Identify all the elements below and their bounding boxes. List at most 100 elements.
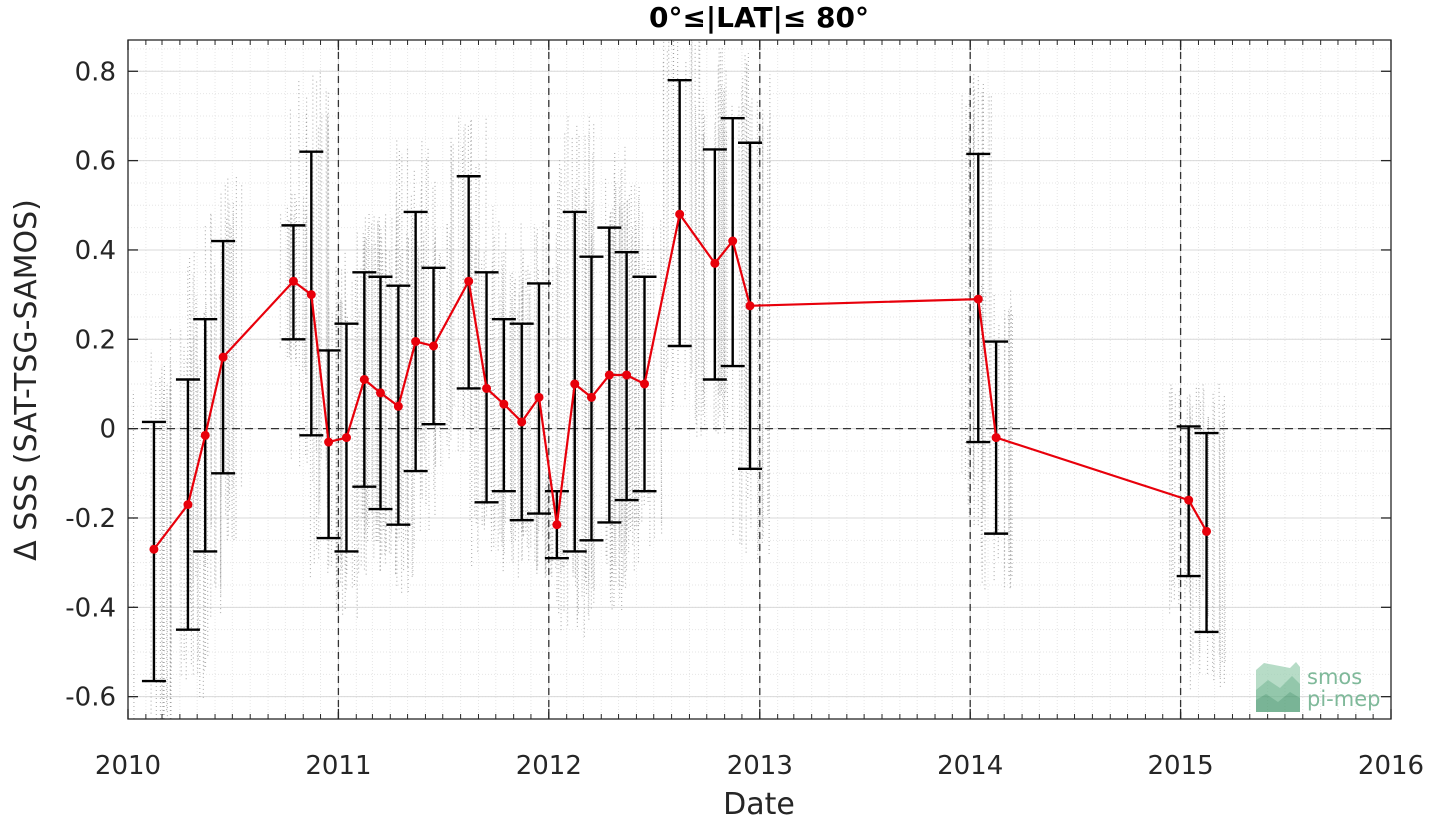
observation-dots (667, 39, 670, 367)
data-point (973, 294, 983, 304)
observation-dots (489, 306, 492, 523)
observation-dots (185, 358, 188, 680)
observation-dots (395, 191, 398, 539)
data-point (324, 437, 334, 447)
observation-dots (376, 218, 379, 523)
data-point (675, 209, 685, 219)
y-tick-label: -0.2 (65, 504, 116, 534)
observation-dots (768, 74, 771, 512)
observation-dots (336, 335, 339, 556)
observation-dots (481, 260, 483, 525)
observation-dots (1170, 383, 1172, 602)
observation-dots (606, 225, 609, 564)
data-point (306, 290, 316, 300)
observation-dots (288, 219, 291, 355)
observation-dots (1213, 401, 1215, 681)
observation-dots (604, 176, 607, 556)
observation-dots (718, 127, 721, 416)
observation-dots (313, 319, 315, 564)
data-point (149, 544, 159, 554)
observation-dots (448, 233, 451, 459)
observation-dots (169, 328, 172, 643)
data-point (218, 352, 228, 362)
observation-dots (202, 311, 205, 698)
observation-dots (587, 113, 590, 614)
y-tick-labels: -0.6 -0.4 -0.2 0 0.2 0.4 0.6 0.8 (65, 57, 116, 712)
data-point (288, 276, 298, 286)
observation-dots (972, 113, 975, 525)
observation-dots (469, 117, 473, 446)
observation-dots (1223, 396, 1226, 662)
series-line (149, 209, 1212, 554)
data-point (745, 301, 755, 311)
observation-dots (972, 72, 975, 484)
y-tick-label: 0.6 (75, 147, 116, 177)
observation-dots (497, 221, 500, 551)
axes (127, 39, 1392, 720)
observation-dots (298, 80, 301, 467)
observation-dots (422, 232, 425, 442)
observation-dots (422, 241, 426, 459)
observation-dots (197, 366, 199, 660)
observation-dots (395, 219, 398, 574)
data-point (341, 433, 351, 443)
observation-dots (132, 390, 135, 720)
smos-pimep-logo: smos pi-mep (1256, 662, 1380, 712)
observation-dots (629, 184, 632, 532)
observation-dots (219, 249, 223, 614)
y-tick-label: -0.6 (65, 683, 116, 713)
observation-dots (420, 181, 423, 499)
observation-dots (611, 233, 614, 573)
data-point (411, 337, 421, 347)
chart-title: 0°≤|LAT|≤ 80° (649, 1, 869, 34)
observation-dots (624, 146, 627, 588)
logo-text-pimep: pi-mep (1307, 687, 1380, 711)
observation-dots (225, 218, 228, 540)
data-point (429, 341, 439, 351)
observation-dots (376, 220, 379, 542)
observation-dots (518, 294, 521, 517)
x-tick-label: 2016 (1358, 751, 1424, 781)
y-tick-label: 0.8 (75, 57, 116, 87)
observation-dots (544, 220, 547, 573)
observation-dots (317, 125, 320, 513)
logo-mark-icon (1256, 662, 1300, 712)
observation-dots (1191, 403, 1194, 664)
observation-dots (425, 158, 428, 504)
x-tick-label: 2014 (937, 751, 1003, 781)
observation-dots (761, 118, 764, 537)
data-point (552, 520, 562, 530)
observation-dots (698, 39, 701, 415)
y-tick-label: 0.2 (75, 325, 116, 355)
observation-dots (319, 69, 321, 502)
observation-dots (400, 255, 403, 593)
observation-dots (339, 299, 342, 560)
observation-dots (981, 91, 984, 482)
data-point (586, 392, 596, 402)
data-point (375, 388, 385, 398)
observation-dots (610, 212, 613, 581)
y-tick-label: 0.4 (75, 236, 116, 266)
data-point (622, 370, 632, 380)
observation-dots (988, 95, 991, 482)
observation-dots (684, 61, 687, 400)
x-tick-label: 2013 (727, 751, 793, 781)
observation-dots (199, 360, 201, 698)
data-point (359, 375, 369, 384)
y-tick-label: 0 (99, 415, 116, 445)
x-tick-label: 2015 (1148, 751, 1214, 781)
observation-dots (340, 301, 343, 569)
observation-dots (690, 39, 693, 378)
x-tick-label: 2010 (95, 751, 161, 781)
data-point (710, 258, 720, 268)
x-tick-label: 2011 (305, 751, 371, 781)
observation-dots (289, 213, 292, 348)
x-axis-title: Date (723, 787, 795, 818)
data-point (517, 417, 527, 427)
data-point (1202, 526, 1212, 536)
observation-dots (621, 211, 624, 587)
data-point (1184, 495, 1194, 505)
data-point (183, 500, 193, 510)
observation-dots (438, 253, 441, 436)
